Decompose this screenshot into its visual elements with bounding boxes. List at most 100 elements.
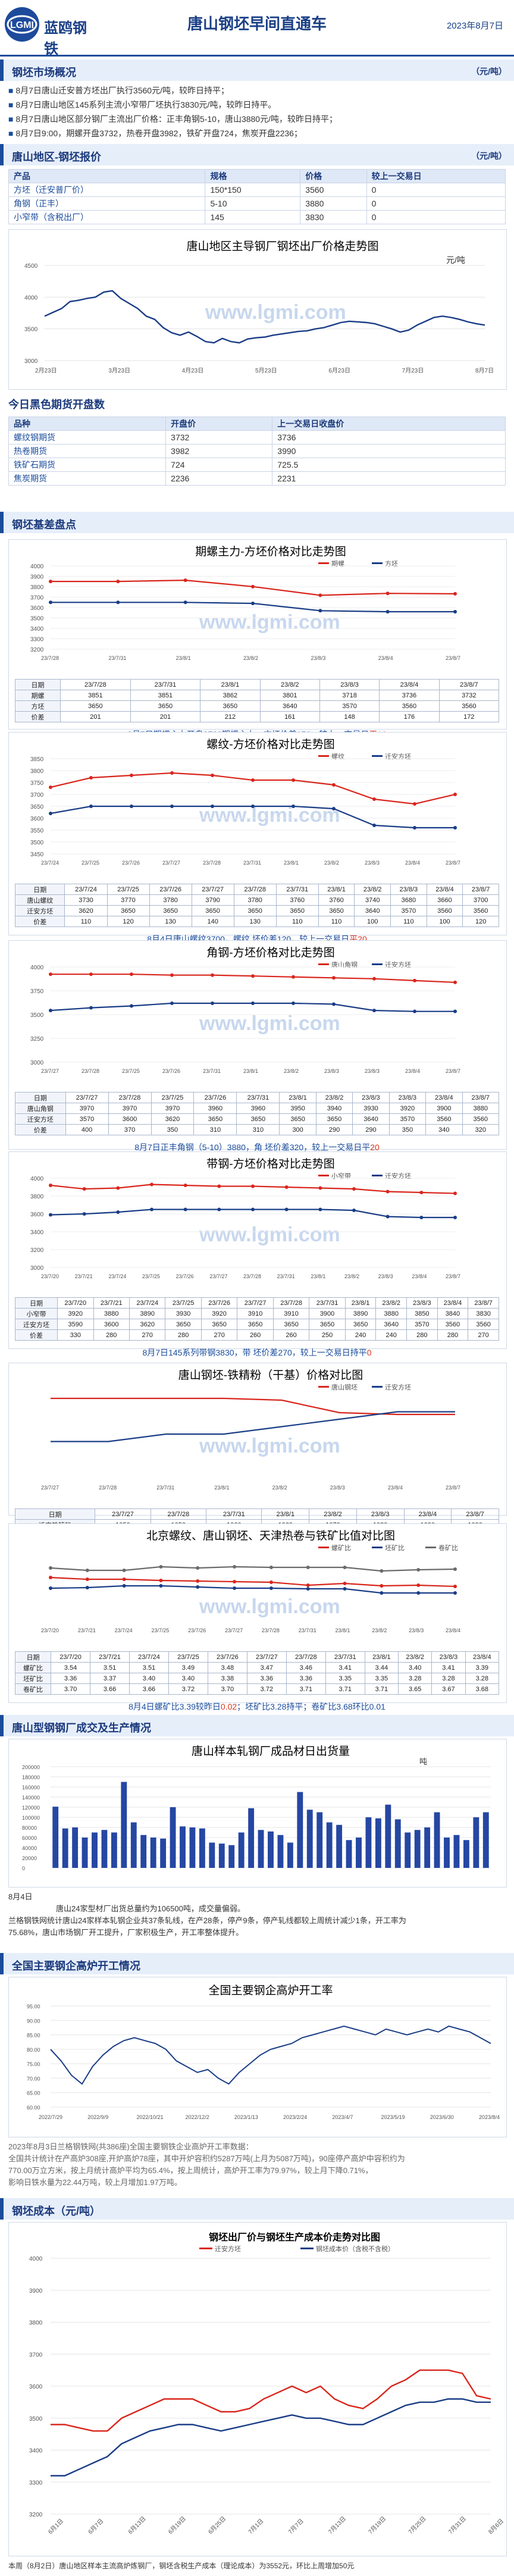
legend-label: 迁安方坯 [385, 960, 411, 969]
legend-swatch [318, 1386, 329, 1388]
data-point [251, 602, 255, 605]
y-tick-label: 3800 [29, 2320, 43, 2327]
spread-caption: 8月4日螺矿比3.39较昨日0.02；坯矿比3.28持平；卷矿比3.68环比0.… [128, 1702, 386, 1711]
x-tick-label: 23/8/3 [365, 1068, 380, 1074]
data-point [292, 778, 295, 782]
x-tick-label: 4月23日 [182, 367, 204, 374]
series-line [50, 772, 456, 805]
chart-title: 唐山钢坯-铁精粉（干基）价格对比图 [178, 1369, 363, 1382]
table-row: 焦炭期货 2236 2231 [8, 471, 506, 486]
data-point [233, 1586, 237, 1590]
x-tick-label: 23/7/28 [262, 1627, 280, 1633]
data-point [49, 1213, 52, 1217]
x-tick-label: 2022/10/21 [136, 2114, 163, 2120]
legend-label: 唐山钢坯 [331, 1383, 358, 1391]
table-row: 卷矿比 3.70 3.66 3.66 3.72 3.70 3.72 3.71 3.71 3.71 3… [14, 1683, 500, 1695]
data-point [159, 1584, 163, 1588]
section-market-overview: 钢坯市场概况 （元/吨） [0, 60, 514, 81]
chart-title: 螺纹-方坯价格对比走势图 [206, 738, 334, 751]
table-row: 唐山螺纹 3730 3770 3780 3790 3780 3760 3760 3740 3680… [14, 894, 499, 906]
bullet-item: ■ 8月7日唐山迁安普方坯出厂执行3560元/吨，较昨日持平； [8, 86, 229, 95]
data-point [196, 1579, 200, 1583]
y-tick-label: 3850 [30, 756, 44, 763]
x-tick-label: 23/7/25 [142, 1273, 160, 1279]
y-tick-label: 3800 [30, 584, 44, 591]
y-tick-label: 3000 [24, 358, 38, 365]
section-title: 全国主要钢企高炉开工情况 [12, 1960, 140, 1972]
data-point [413, 826, 416, 830]
bar [394, 1819, 401, 1868]
x-tick-label: 23/8/2 [324, 860, 339, 866]
data-point [211, 805, 214, 808]
spread-chart-svg: 带钢-方坯价格对比走势图 www.lgmi.com 小窄带 迁安方坯 3000 3200 3… [30, 1157, 460, 1279]
y-tick-label: 60000 [22, 1835, 37, 1841]
x-tick-label: 23/8/2 [344, 1273, 359, 1279]
y-tick-label: 80000 [22, 1825, 37, 1831]
y-tick-label: 3600 [30, 1212, 44, 1218]
chart-title: 唐山样本轧钢厂成品材日出货量 [192, 1745, 350, 1758]
y-tick-label: 100000 [22, 1815, 40, 1821]
legend-label: 小窄带 [331, 1172, 351, 1180]
section-unit: （元/吨） [471, 67, 507, 76]
data-point [116, 1210, 120, 1214]
bar [111, 1832, 117, 1868]
data-point [251, 584, 255, 589]
data-point [183, 1184, 187, 1187]
legend-swatch [318, 1547, 329, 1548]
y-tick-label: 3400 [29, 2448, 43, 2455]
series-line [51, 1397, 455, 1416]
furnace-rate-chart: 全国主要钢企高炉开工率 60.00 65.00 70.00 75.00 80.00 85.… [8, 1977, 507, 2137]
x-tick-label: 2023/8/4 [479, 2114, 500, 2120]
table-row: 小窄带 3920 3880 3890 3930 3920 3910 3910 3900 3890 3… [14, 1308, 499, 1319]
page-title: 唐山钢坯早间直通车 [187, 15, 327, 33]
data-point [116, 600, 120, 605]
bar [365, 1817, 372, 1868]
legend-label: 迁安方坯 [385, 1172, 411, 1180]
y-tick-label: 4000 [29, 2256, 43, 2262]
data-point [343, 1566, 347, 1569]
furnace-rate-svg: 全国主要钢企高炉开工率 60.00 65.00 70.00 75.00 80.00 85.… [27, 1984, 500, 2120]
price-trend-chart: www.lgmi.com 唐山地区主导钢厂钢坯出厂价格走势图 元/吨 3000 3… [8, 229, 507, 390]
x-tick-label: 23/8/3 [378, 1273, 393, 1279]
data-point [159, 1579, 163, 1582]
chart-title: 钢坯出厂价与钢坯生产成本价走势对比图 [209, 2231, 380, 2243]
y-tick-label: 3550 [30, 828, 44, 834]
x-tick-label: 2月23日 [35, 367, 57, 374]
x-tick-label: 2023/1/13 [234, 2114, 258, 2120]
data-point [318, 1207, 322, 1212]
data-point [233, 1580, 237, 1583]
legend-label: 螺纹 [331, 752, 344, 760]
y-tick-label: 85.00 [27, 2033, 40, 2039]
x-tick-label: 23/7/28 [41, 655, 59, 661]
y-tick-label: 3650 [30, 804, 44, 810]
data-point [49, 1586, 52, 1590]
data-point [453, 1567, 457, 1571]
bar [277, 1835, 284, 1868]
x-tick-label: 23/8/2 [272, 1485, 287, 1491]
note-line: 75.68%，唐山市场钢厂开工提升，厂家积极生产，开工率整体提升。 [8, 1928, 244, 1937]
data-point [332, 807, 336, 810]
table-row: 小窄带（含税出厂） 145 3830 0 [8, 210, 506, 224]
bar [62, 1828, 68, 1868]
data-point [318, 609, 322, 613]
x-tick-label: 23/7/20 [41, 1273, 59, 1279]
data-point [49, 1009, 52, 1013]
legend-swatch [372, 963, 383, 965]
data-point [116, 1186, 120, 1190]
spread-chart-svg: 角钢-方坯价格对比走势图 www.lgmi.com 唐山角钢 迁安方坯 3000 3250… [30, 946, 460, 1074]
data-point [352, 1187, 356, 1191]
y-tick-label: 3450 [30, 852, 44, 858]
data-point [49, 1184, 52, 1187]
bar [121, 1782, 127, 1868]
x-tick-label: 23/7/31 [156, 1485, 174, 1491]
x-tick-label: 23/7/25 [82, 860, 99, 866]
data-point [116, 580, 120, 584]
y-tick-label: 3500 [24, 327, 38, 333]
note-line: 全国共计统计在产高炉308座,开炉高炉78座，其中开炉容积约5287万吨(上月为… [8, 2154, 405, 2163]
y-tick-label: 120000 [22, 1805, 40, 1811]
data-point [306, 1566, 310, 1569]
data-point [211, 973, 214, 977]
y-tick-label: 160000 [22, 1785, 40, 1791]
legend-label: 坯矿比 [385, 1544, 405, 1552]
bar [150, 1838, 156, 1868]
